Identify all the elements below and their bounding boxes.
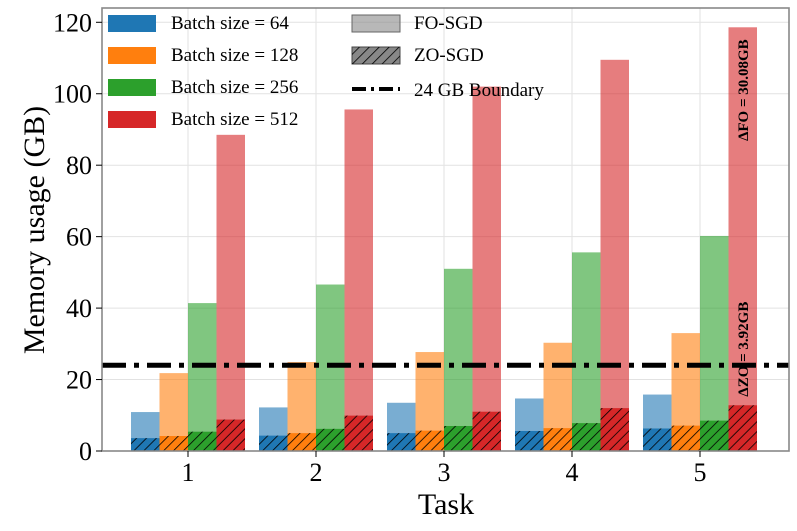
- y-tick-label: 120: [53, 8, 92, 37]
- legend-swatch: [108, 111, 156, 128]
- bar-zo-hatch: [515, 430, 544, 451]
- bar-zo-hatch: [316, 428, 345, 451]
- bar-fo: [728, 27, 757, 452]
- plot-frame: [101, 7, 790, 452]
- y-tick-label: 60: [66, 223, 92, 252]
- legend-label-boundary: 24 GB Boundary: [414, 80, 544, 101]
- y-tick-label: 0: [79, 437, 92, 466]
- y-tick-label: 100: [53, 80, 92, 109]
- bar-zo-hatch: [415, 430, 444, 451]
- bar-zo-hatch: [159, 435, 188, 451]
- bar-fo: [444, 268, 473, 451]
- bars: [131, 27, 757, 452]
- legend-label: Batch size = 512: [171, 109, 298, 130]
- legend-label: Batch size = 64: [171, 13, 289, 34]
- bar-zo-hatch: [344, 415, 373, 451]
- x-axis-ticks: 1 2 3 4 5: [182, 451, 707, 487]
- bar-fo: [344, 109, 373, 451]
- delta-annotation: ΔFO = 30.08GB: [736, 39, 752, 141]
- bar-fo: [216, 134, 245, 452]
- bar-zo-hatch: [188, 431, 217, 451]
- bar-zo-hatch: [543, 428, 572, 451]
- bar-fo: [700, 235, 729, 451]
- x-tick-label: 2: [310, 458, 323, 487]
- legend-label: Batch size = 256: [171, 77, 298, 98]
- bar-fo: [472, 86, 501, 451]
- y-tick-label: 40: [66, 294, 92, 323]
- bar-zo-hatch: [671, 425, 700, 451]
- legend-swatch-zo-hatch: [352, 47, 400, 64]
- y-axis-ticks: 0 20 40 60 80 100 120: [53, 8, 102, 466]
- bar-zo-hatch: [259, 435, 288, 451]
- legend-label: Batch size = 128: [171, 45, 298, 66]
- bar-fo: [600, 59, 629, 451]
- bar-zo-hatch: [600, 408, 629, 451]
- x-tick-label: 5: [694, 458, 707, 487]
- bar-zo-hatch: [472, 411, 501, 451]
- annotations: ΔFO = 30.08GB ΔZO = 3.92GB: [736, 39, 752, 396]
- legend-label-zo: ZO-SGD: [414, 45, 484, 66]
- x-tick-label: 4: [566, 458, 579, 487]
- y-axis-label: Memory usage (GB): [18, 106, 51, 354]
- delta-annotation: ΔZO = 3.92GB: [736, 302, 752, 397]
- bar-zo-hatch: [387, 433, 416, 451]
- bar-zo-hatch: [643, 428, 672, 451]
- y-tick-label: 20: [66, 366, 92, 395]
- bar-fo: [316, 284, 345, 451]
- x-tick-label: 1: [182, 458, 195, 487]
- bar-zo-hatch: [700, 420, 729, 451]
- legend-swatch: [108, 15, 156, 32]
- legend-label-fo: FO-SGD: [414, 13, 483, 34]
- legend: Batch size = 64 Batch size = 128 Batch siz…: [108, 13, 544, 130]
- bar-fo: [188, 303, 217, 451]
- x-axis-label: Task: [418, 488, 474, 521]
- bar-zo-hatch: [131, 438, 160, 451]
- x-tick-label: 3: [438, 458, 451, 487]
- legend-swatch: [108, 79, 156, 96]
- bar-zo-hatch: [572, 423, 601, 451]
- y-tick-label: 80: [66, 151, 92, 180]
- bar-zo-hatch: [287, 433, 316, 451]
- bar-zo-hatch: [728, 405, 757, 451]
- bar-zo-hatch: [444, 425, 473, 451]
- legend-swatch-fo: [351, 14, 401, 33]
- bar-zo-hatch: [216, 419, 245, 451]
- legend-swatch: [108, 47, 156, 64]
- bar-fo: [572, 252, 601, 451]
